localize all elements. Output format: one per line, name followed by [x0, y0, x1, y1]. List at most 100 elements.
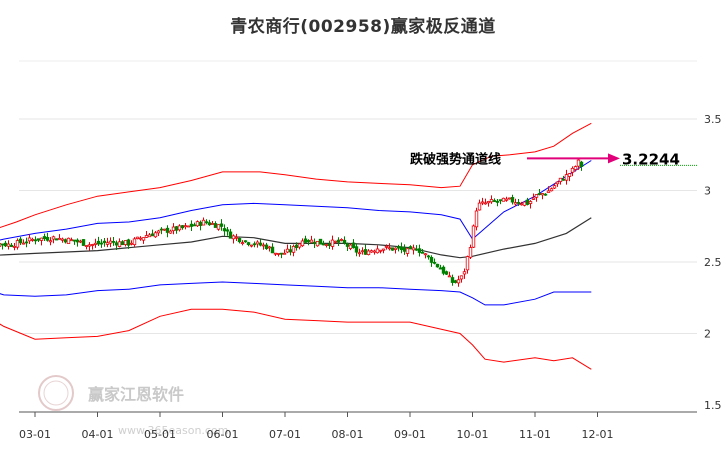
- candle-body: [180, 225, 185, 229]
- y-tick-label: 3: [704, 185, 711, 198]
- candle-body: [345, 243, 350, 247]
- candle-body: [93, 242, 98, 245]
- candle-body: [525, 199, 530, 205]
- candle-body: [306, 240, 311, 243]
- candle-body: [138, 237, 143, 240]
- candle-body: [96, 240, 101, 245]
- candle-body: [579, 161, 584, 167]
- candle-body: [555, 181, 560, 185]
- candle-body: [162, 228, 167, 231]
- candle-body: [198, 221, 203, 226]
- band-upper-red: [0, 122, 592, 229]
- candle-body: [453, 280, 458, 283]
- candle-body: [420, 251, 425, 254]
- candle-body: [276, 252, 281, 255]
- candle-body: [522, 201, 527, 206]
- annotation: 跌破强势通道线 3.2244: [410, 150, 697, 168]
- candle-body: [117, 241, 122, 247]
- candle-body: [213, 223, 218, 228]
- candle-body: [114, 242, 119, 246]
- candle-body: [561, 178, 566, 181]
- candle-body: [210, 223, 215, 225]
- candle-body: [42, 236, 47, 240]
- candle-body: [12, 245, 17, 248]
- candle-body: [57, 237, 62, 240]
- candle-body: [99, 242, 104, 245]
- candle-body: [489, 199, 494, 203]
- candle-body: [240, 242, 245, 245]
- candle-body: [396, 246, 401, 249]
- band-blue-mid: [0, 160, 592, 241]
- candle-body: [9, 244, 14, 247]
- candle-body: [264, 244, 269, 250]
- candle-body: [228, 231, 233, 239]
- candle-body: [432, 261, 437, 264]
- candle-body: [324, 244, 329, 246]
- candle-body: [459, 275, 464, 280]
- candle-body: [33, 239, 38, 242]
- candle-body: [60, 238, 65, 241]
- candle-body: [69, 239, 74, 242]
- candle-body: [24, 241, 29, 244]
- candle-body: [354, 246, 359, 253]
- candle-body: [285, 248, 290, 253]
- candle-body: [3, 242, 8, 247]
- candle-body: [21, 242, 26, 245]
- candle-body: [0, 243, 5, 246]
- candle-body: [66, 237, 71, 244]
- candle-body: [270, 246, 275, 254]
- candle-body: [438, 267, 443, 270]
- x-tick-label: 08-01: [332, 428, 364, 441]
- candle-body: [513, 202, 518, 205]
- candle-body: [435, 263, 440, 268]
- candle-body: [246, 242, 251, 246]
- candle-body: [288, 249, 293, 253]
- chart-title: 青农商行(002958)赢家极反通道: [230, 17, 496, 37]
- candle-body: [528, 201, 533, 204]
- channel-bands: [0, 122, 592, 370]
- candle-body: [153, 232, 158, 238]
- candle-body: [408, 246, 413, 250]
- candle-body: [183, 225, 188, 228]
- candle-body: [519, 203, 524, 206]
- candle-body: [372, 250, 377, 253]
- candle-body: [564, 174, 569, 181]
- candle-body: [219, 223, 224, 227]
- candle-body: [279, 252, 284, 255]
- candle-body: [108, 240, 113, 244]
- x-tick-label: 03-01: [19, 428, 51, 441]
- candle-body: [255, 241, 260, 245]
- y-tick-label: 2: [704, 328, 711, 341]
- candle-body: [195, 221, 200, 227]
- candle-body: [558, 177, 563, 182]
- candle-body: [498, 199, 503, 202]
- candle-body: [384, 245, 389, 248]
- candle-body: [294, 244, 299, 249]
- candle-body: [381, 248, 386, 251]
- candle-body: [549, 188, 554, 192]
- candle-body: [540, 193, 545, 196]
- candle-body: [123, 240, 128, 245]
- candle-body: [291, 245, 296, 253]
- candle-body: [486, 200, 491, 204]
- candle-body: [204, 221, 209, 224]
- candle-body: [465, 256, 470, 271]
- candle-body: [378, 249, 383, 252]
- candle-body: [327, 243, 332, 246]
- candle-body: [36, 238, 41, 241]
- candle-body: [363, 249, 368, 255]
- candle-body: [135, 236, 140, 239]
- grid-lines: [19, 60, 697, 334]
- candle-body: [27, 237, 32, 242]
- candle-body: [6, 243, 11, 247]
- candle-body: [516, 202, 521, 204]
- candle-body: [318, 238, 323, 245]
- candle-body: [390, 247, 395, 251]
- x-tick-label: 07-01: [269, 428, 301, 441]
- candle-body: [189, 223, 194, 227]
- candle-body: [192, 224, 197, 227]
- candle-body: [249, 244, 254, 247]
- candlesticks: [0, 159, 584, 287]
- candle-body: [315, 240, 320, 247]
- candle-body: [507, 197, 512, 200]
